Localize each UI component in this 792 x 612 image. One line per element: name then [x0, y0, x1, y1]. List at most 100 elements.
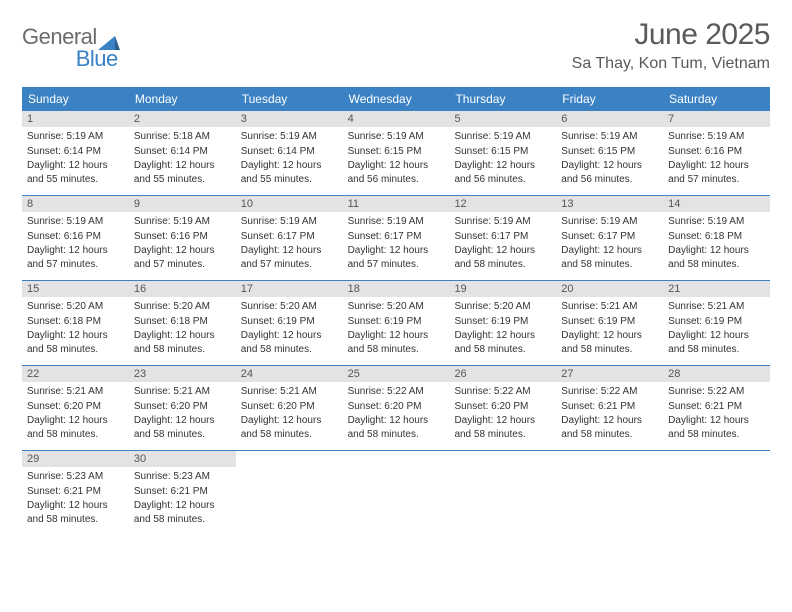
day-header: Thursday: [449, 87, 556, 111]
sunset-line: Sunset: 6:17 PM: [561, 230, 658, 244]
calendar-cell: 29Sunrise: 5:23 AMSunset: 6:21 PMDayligh…: [22, 451, 129, 535]
daylight-line: Daylight: 12 hours and 57 minutes.: [348, 244, 445, 271]
sunrise-line: Sunrise: 5:19 AM: [348, 130, 445, 144]
day-number: 3: [236, 111, 343, 127]
day-number: 29: [22, 451, 129, 467]
calendar-cell: 30Sunrise: 5:23 AMSunset: 6:21 PMDayligh…: [129, 451, 236, 535]
sunset-line: Sunset: 6:21 PM: [668, 400, 765, 414]
day-details: Sunrise: 5:20 AMSunset: 6:18 PMDaylight:…: [22, 297, 129, 362]
day-number: 12: [449, 196, 556, 212]
day-header: Wednesday: [343, 87, 450, 111]
sunset-line: Sunset: 6:20 PM: [348, 400, 445, 414]
day-details: Sunrise: 5:21 AMSunset: 6:20 PMDaylight:…: [129, 382, 236, 447]
calendar-cell: 15Sunrise: 5:20 AMSunset: 6:18 PMDayligh…: [22, 281, 129, 365]
day-details: Sunrise: 5:22 AMSunset: 6:21 PMDaylight:…: [556, 382, 663, 447]
day-details: Sunrise: 5:19 AMSunset: 6:16 PMDaylight:…: [22, 212, 129, 277]
sunset-line: Sunset: 6:14 PM: [241, 145, 338, 159]
sunset-line: Sunset: 6:15 PM: [454, 145, 551, 159]
day-number: 4: [343, 111, 450, 127]
day-details: Sunrise: 5:22 AMSunset: 6:20 PMDaylight:…: [449, 382, 556, 447]
day-details: Sunrise: 5:19 AMSunset: 6:16 PMDaylight:…: [663, 127, 770, 192]
calendar-week: 8Sunrise: 5:19 AMSunset: 6:16 PMDaylight…: [22, 196, 770, 281]
day-details: Sunrise: 5:23 AMSunset: 6:21 PMDaylight:…: [22, 467, 129, 532]
calendar-cell: 14Sunrise: 5:19 AMSunset: 6:18 PMDayligh…: [663, 196, 770, 280]
sunset-line: Sunset: 6:18 PM: [668, 230, 765, 244]
daylight-line: Daylight: 12 hours and 58 minutes.: [134, 329, 231, 356]
daylight-line: Daylight: 12 hours and 55 minutes.: [27, 159, 124, 186]
sunrise-line: Sunrise: 5:21 AM: [561, 300, 658, 314]
sunset-line: Sunset: 6:21 PM: [561, 400, 658, 414]
day-details: Sunrise: 5:22 AMSunset: 6:20 PMDaylight:…: [343, 382, 450, 447]
day-details: Sunrise: 5:19 AMSunset: 6:14 PMDaylight:…: [236, 127, 343, 192]
daylight-line: Daylight: 12 hours and 58 minutes.: [348, 329, 445, 356]
daylight-line: Daylight: 12 hours and 58 minutes.: [134, 414, 231, 441]
calendar-cell: 7Sunrise: 5:19 AMSunset: 6:16 PMDaylight…: [663, 111, 770, 195]
calendar-cell: [449, 451, 556, 535]
day-number: 24: [236, 366, 343, 382]
day-number: 30: [129, 451, 236, 467]
day-details: Sunrise: 5:19 AMSunset: 6:15 PMDaylight:…: [556, 127, 663, 192]
calendar-cell: 17Sunrise: 5:20 AMSunset: 6:19 PMDayligh…: [236, 281, 343, 365]
sunrise-line: Sunrise: 5:19 AM: [668, 215, 765, 229]
daylight-line: Daylight: 12 hours and 56 minutes.: [348, 159, 445, 186]
daylight-line: Daylight: 12 hours and 57 minutes.: [27, 244, 124, 271]
day-details: Sunrise: 5:19 AMSunset: 6:18 PMDaylight:…: [663, 212, 770, 277]
sunset-line: Sunset: 6:20 PM: [241, 400, 338, 414]
calendar-cell: 4Sunrise: 5:19 AMSunset: 6:15 PMDaylight…: [343, 111, 450, 195]
calendar-cell: 10Sunrise: 5:19 AMSunset: 6:17 PMDayligh…: [236, 196, 343, 280]
sunrise-line: Sunrise: 5:19 AM: [561, 215, 658, 229]
calendar-week: 15Sunrise: 5:20 AMSunset: 6:18 PMDayligh…: [22, 281, 770, 366]
sunrise-line: Sunrise: 5:20 AM: [27, 300, 124, 314]
calendar-cell: 6Sunrise: 5:19 AMSunset: 6:15 PMDaylight…: [556, 111, 663, 195]
day-number: 18: [343, 281, 450, 297]
sunset-line: Sunset: 6:14 PM: [27, 145, 124, 159]
sunset-line: Sunset: 6:19 PM: [241, 315, 338, 329]
sunset-line: Sunset: 6:20 PM: [27, 400, 124, 414]
sunset-line: Sunset: 6:21 PM: [134, 485, 231, 499]
day-number: 19: [449, 281, 556, 297]
calendar-cell: 19Sunrise: 5:20 AMSunset: 6:19 PMDayligh…: [449, 281, 556, 365]
page-title: June 2025: [572, 18, 770, 52]
day-details: Sunrise: 5:19 AMSunset: 6:16 PMDaylight:…: [129, 212, 236, 277]
daylight-line: Daylight: 12 hours and 58 minutes.: [348, 414, 445, 441]
logo: General Blue: [22, 24, 120, 72]
day-number: 7: [663, 111, 770, 127]
daylight-line: Daylight: 12 hours and 58 minutes.: [561, 414, 658, 441]
sunrise-line: Sunrise: 5:20 AM: [241, 300, 338, 314]
sunrise-line: Sunrise: 5:19 AM: [134, 215, 231, 229]
calendar-cell: 22Sunrise: 5:21 AMSunset: 6:20 PMDayligh…: [22, 366, 129, 450]
day-details: Sunrise: 5:18 AMSunset: 6:14 PMDaylight:…: [129, 127, 236, 192]
sunset-line: Sunset: 6:18 PM: [134, 315, 231, 329]
day-details: Sunrise: 5:20 AMSunset: 6:18 PMDaylight:…: [129, 297, 236, 362]
sunrise-line: Sunrise: 5:23 AM: [27, 470, 124, 484]
sunrise-line: Sunrise: 5:22 AM: [668, 385, 765, 399]
sunset-line: Sunset: 6:17 PM: [348, 230, 445, 244]
daylight-line: Daylight: 12 hours and 58 minutes.: [561, 244, 658, 271]
day-number: 8: [22, 196, 129, 212]
calendar-cell: 12Sunrise: 5:19 AMSunset: 6:17 PMDayligh…: [449, 196, 556, 280]
sunrise-line: Sunrise: 5:19 AM: [27, 215, 124, 229]
sunrise-line: Sunrise: 5:19 AM: [241, 130, 338, 144]
daylight-line: Daylight: 12 hours and 56 minutes.: [561, 159, 658, 186]
sunrise-line: Sunrise: 5:21 AM: [668, 300, 765, 314]
day-header: Monday: [129, 87, 236, 111]
sunset-line: Sunset: 6:16 PM: [134, 230, 231, 244]
daylight-line: Daylight: 12 hours and 58 minutes.: [454, 414, 551, 441]
calendar-week: 1Sunrise: 5:19 AMSunset: 6:14 PMDaylight…: [22, 111, 770, 196]
sunrise-line: Sunrise: 5:22 AM: [454, 385, 551, 399]
day-details: Sunrise: 5:19 AMSunset: 6:14 PMDaylight:…: [22, 127, 129, 192]
calendar-cell: 16Sunrise: 5:20 AMSunset: 6:18 PMDayligh…: [129, 281, 236, 365]
calendar-cell: 3Sunrise: 5:19 AMSunset: 6:14 PMDaylight…: [236, 111, 343, 195]
calendar-cell: 28Sunrise: 5:22 AMSunset: 6:21 PMDayligh…: [663, 366, 770, 450]
day-number: 23: [129, 366, 236, 382]
day-details: Sunrise: 5:21 AMSunset: 6:20 PMDaylight:…: [236, 382, 343, 447]
day-details: Sunrise: 5:21 AMSunset: 6:19 PMDaylight:…: [663, 297, 770, 362]
daylight-line: Daylight: 12 hours and 58 minutes.: [668, 414, 765, 441]
day-number: 11: [343, 196, 450, 212]
calendar-cell: 21Sunrise: 5:21 AMSunset: 6:19 PMDayligh…: [663, 281, 770, 365]
sunrise-line: Sunrise: 5:19 AM: [241, 215, 338, 229]
day-header-row: Sunday Monday Tuesday Wednesday Thursday…: [22, 87, 770, 111]
daylight-line: Daylight: 12 hours and 58 minutes.: [27, 329, 124, 356]
day-number: 17: [236, 281, 343, 297]
sunset-line: Sunset: 6:17 PM: [241, 230, 338, 244]
